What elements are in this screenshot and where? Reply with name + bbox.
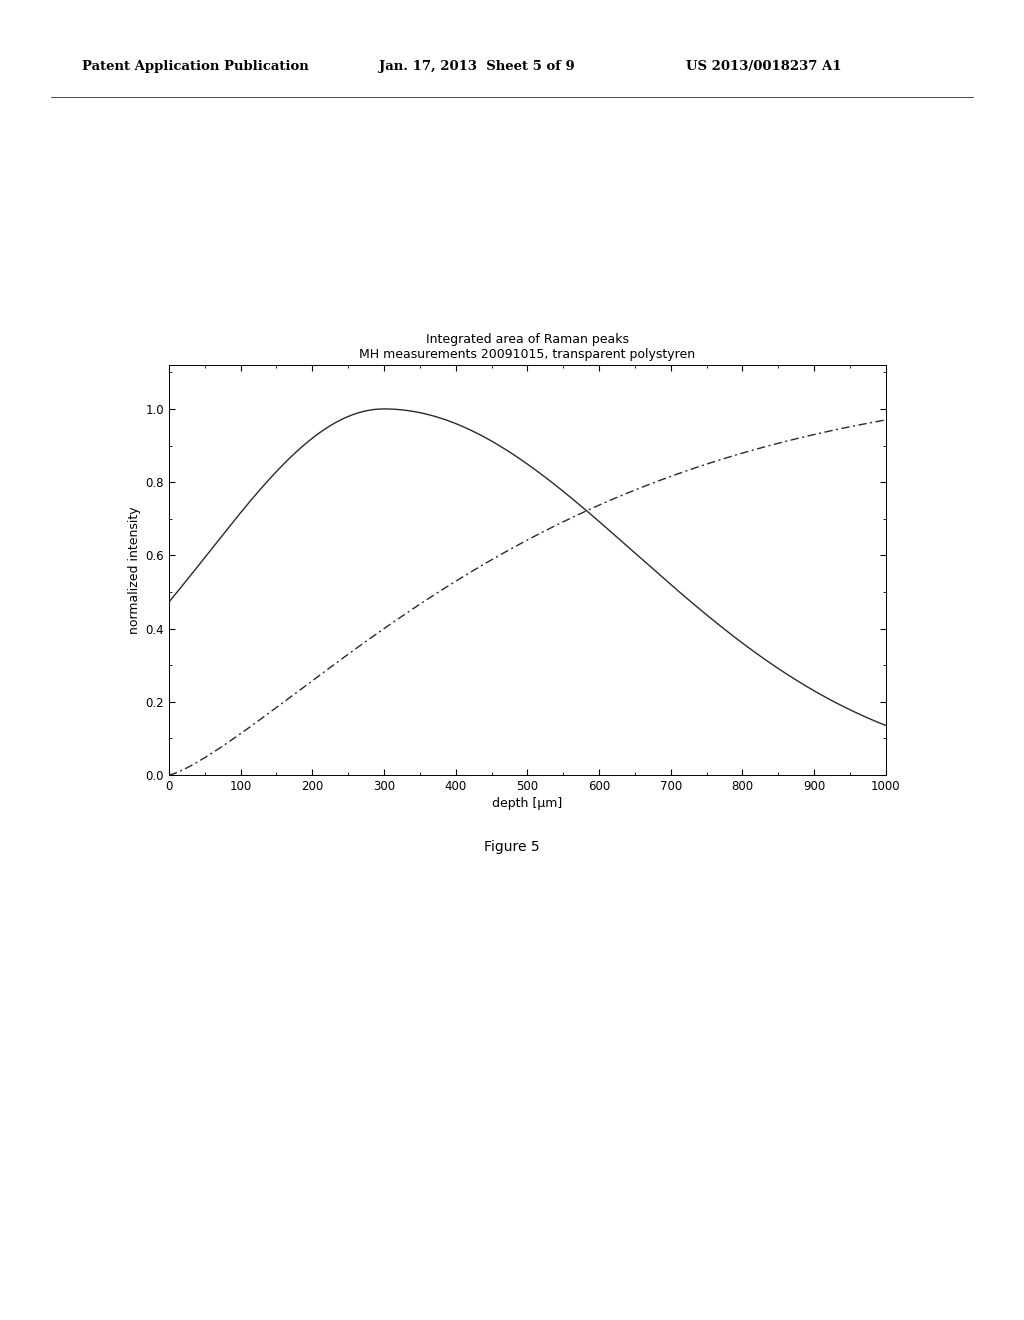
Text: Patent Application Publication: Patent Application Publication: [82, 59, 308, 73]
Title: Integrated area of Raman peaks
MH measurements 20091015, transparent polystyren: Integrated area of Raman peaks MH measur…: [359, 333, 695, 362]
X-axis label: depth [μm]: depth [μm]: [493, 797, 562, 810]
Text: Jan. 17, 2013  Sheet 5 of 9: Jan. 17, 2013 Sheet 5 of 9: [379, 59, 574, 73]
Text: US 2013/0018237 A1: US 2013/0018237 A1: [686, 59, 842, 73]
Y-axis label: normalized intensity: normalized intensity: [128, 506, 141, 634]
Text: Figure 5: Figure 5: [484, 840, 540, 854]
